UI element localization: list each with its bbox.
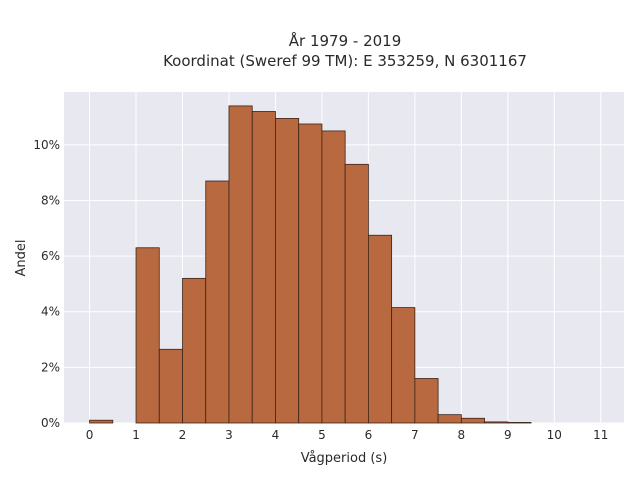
x-tick-label: 6 — [365, 428, 373, 442]
y-tick-label: 4% — [41, 305, 60, 319]
histogram-bar — [321, 130, 346, 424]
histogram-bar — [251, 111, 276, 424]
x-axis-label: Vågperiod (s) — [301, 451, 388, 466]
histogram-bar — [484, 421, 509, 424]
chart-title-line1: År 1979 - 2019 — [289, 31, 402, 50]
y-tick-label: 10% — [33, 138, 60, 152]
histogram-bar — [275, 118, 300, 424]
y-tick-label: 6% — [41, 249, 60, 263]
histogram-bar — [298, 123, 323, 424]
x-tick-label: 2 — [179, 428, 187, 442]
histogram-bar — [89, 419, 114, 424]
histogram-bar — [507, 422, 532, 424]
histogram-bar — [367, 234, 393, 424]
histogram-bar — [182, 277, 207, 424]
histogram-bar — [414, 378, 439, 424]
y-tick-label: 8% — [41, 193, 60, 207]
y-tick-label: 0% — [41, 416, 60, 430]
histogram-bar — [437, 414, 462, 424]
y-axis-ticks: 0% 2% 4% 6% 8% 10% — [33, 138, 60, 430]
x-tick-label: 9 — [504, 428, 512, 442]
x-tick-label: 10 — [547, 428, 562, 442]
histogram-bars — [89, 105, 532, 424]
x-tick-label: 7 — [411, 428, 419, 442]
histogram-bar — [460, 417, 485, 424]
x-tick-label: 8 — [458, 428, 466, 442]
x-tick-label: 11 — [593, 428, 608, 442]
histogram-bar — [158, 348, 183, 424]
histogram-bar — [205, 180, 230, 424]
y-axis-label: Andel — [14, 240, 29, 277]
histogram-bar — [228, 105, 253, 424]
chart-title-line2: Koordinat (Sweref 99 TM): E 353259, N 63… — [163, 52, 527, 70]
x-tick-label: 5 — [318, 428, 326, 442]
histogram-bar — [344, 163, 369, 424]
y-tick-label: 2% — [41, 360, 60, 374]
x-axis-ticks: 0 1 2 3 4 5 6 7 8 9 10 11 — [86, 428, 609, 442]
x-tick-label: 1 — [132, 428, 140, 442]
histogram-bar — [391, 307, 416, 424]
x-tick-label: 3 — [225, 428, 233, 442]
x-tick-label: 0 — [86, 428, 94, 442]
x-tick-label: 4 — [272, 428, 280, 442]
histogram-bar — [135, 247, 160, 424]
